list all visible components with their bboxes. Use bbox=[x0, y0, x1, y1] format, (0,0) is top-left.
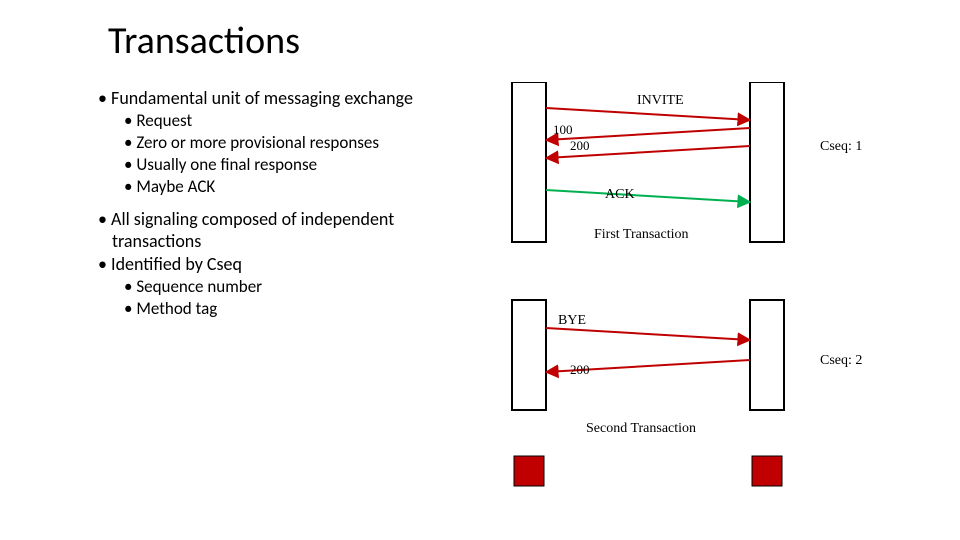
label-100: 100 bbox=[553, 122, 573, 137]
label-cseq2: Cseq: 2 bbox=[820, 353, 862, 368]
arrow-invite bbox=[546, 108, 750, 120]
bullet-l1: All signaling composed of independent tr… bbox=[98, 209, 436, 251]
bullet-l2: Zero or more provisional responses bbox=[98, 133, 436, 153]
endpoint-square-right bbox=[752, 456, 782, 486]
t2-right-box bbox=[750, 300, 784, 410]
label-200b: 200 bbox=[570, 362, 590, 377]
bullet-l2: Maybe ACK bbox=[98, 177, 436, 197]
label-second-transaction: Second Transaction bbox=[586, 421, 696, 436]
bullet-list: Fundamental unit of messaging exchange R… bbox=[98, 88, 436, 321]
arrow-bye bbox=[546, 328, 750, 340]
bullet-l2: Usually one final response bbox=[98, 155, 436, 175]
t2-left-box bbox=[512, 300, 546, 410]
arrow-ack bbox=[546, 190, 750, 202]
t1-left-box bbox=[512, 82, 546, 242]
bullet-l1: Identified by Cseq bbox=[98, 254, 436, 275]
label-cseq1: Cseq: 1 bbox=[820, 139, 862, 154]
label-200: 200 bbox=[570, 138, 590, 153]
label-invite: INVITE bbox=[637, 93, 684, 108]
label-bye: BYE bbox=[558, 313, 586, 328]
page-title: Transactions bbox=[108, 18, 300, 64]
bullet-l1: Fundamental unit of messaging exchange bbox=[98, 88, 436, 109]
label-ack: ACK bbox=[605, 187, 635, 202]
transaction-diagram: INVITE 100 200 ACK First Transaction Cse… bbox=[500, 82, 920, 502]
t1-right-box bbox=[750, 82, 784, 242]
endpoint-square-left bbox=[514, 456, 544, 486]
bullet-l2: Sequence number bbox=[98, 277, 436, 297]
label-first-transaction: First Transaction bbox=[594, 227, 689, 242]
slide: Transactions Fundamental unit of messagi… bbox=[0, 0, 960, 540]
bullet-l2: Request bbox=[98, 111, 436, 131]
bullet-l2: Method tag bbox=[98, 299, 436, 319]
